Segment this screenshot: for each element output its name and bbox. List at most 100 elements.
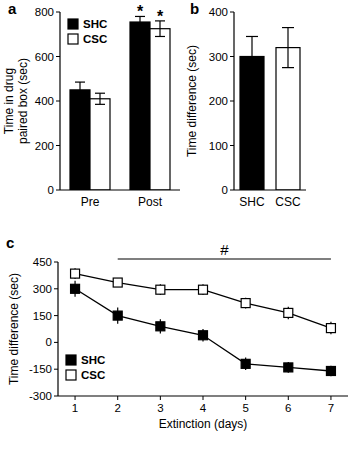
y-tick <box>56 12 60 13</box>
error-cap <box>95 93 105 94</box>
y-tick <box>54 262 58 263</box>
figure: PrePost0200400600800Time in drugpaired b… <box>0 0 361 458</box>
y-axis-label-line: Time difference (sec) <box>7 273 21 385</box>
y-axis-label: Time difference (sec) <box>185 45 199 157</box>
bar <box>70 90 90 190</box>
plot-area <box>71 268 336 376</box>
marker <box>156 322 165 331</box>
legend-swatch <box>66 355 76 365</box>
x-tick-label: 6 <box>285 402 291 414</box>
y-axis-label: Time difference (sec) <box>7 273 21 385</box>
x-tick-label: 5 <box>242 402 248 414</box>
error-bar <box>251 36 252 76</box>
y-tick-label: 150 <box>33 310 52 322</box>
error-cap <box>95 104 105 105</box>
y-tick-label: 0 <box>222 184 228 196</box>
error-cap <box>282 67 294 68</box>
error-cap <box>246 76 258 77</box>
x-tick-label: Pre <box>81 195 100 209</box>
y-tick <box>230 56 234 57</box>
y-tick <box>54 315 58 316</box>
y-axis <box>57 262 58 396</box>
plot-area <box>70 16 170 190</box>
bar <box>150 29 170 190</box>
y-axis-label: Time in drugpaired box (sec) <box>2 58 30 144</box>
marker <box>241 299 250 308</box>
y-tick-label: -150 <box>29 363 52 375</box>
y-tick-label: -300 <box>29 390 52 402</box>
y-axis-label-line: Time in drug <box>2 68 16 134</box>
y-tick-label: 200 <box>209 95 228 107</box>
error-cap <box>75 81 85 82</box>
y-tick <box>230 101 234 102</box>
error-cap <box>135 27 145 28</box>
marker <box>156 285 165 294</box>
error-cap <box>155 36 165 37</box>
y-axis-label-line: Time difference (sec) <box>185 45 199 157</box>
y-tick <box>54 288 58 289</box>
error-bar <box>79 82 80 98</box>
y-tick-label: 600 <box>35 51 54 63</box>
plot-area <box>240 28 300 190</box>
legend-swatch <box>68 34 78 44</box>
y-tick <box>56 101 60 102</box>
marker <box>71 269 80 278</box>
y-tick <box>56 56 60 57</box>
x-axis <box>60 189 180 190</box>
y-tick <box>56 190 60 191</box>
x-tick <box>117 396 118 400</box>
legend-swatch <box>68 19 78 29</box>
x-tick-label: 4 <box>200 402 207 414</box>
x-tick-label: 1 <box>72 402 78 414</box>
marker <box>113 278 122 287</box>
x-tick <box>160 396 161 400</box>
y-tick <box>56 145 60 146</box>
panel-label: b <box>190 0 199 17</box>
y-tick-label: 0 <box>48 184 54 196</box>
marker <box>199 285 208 294</box>
error-bar <box>99 93 100 104</box>
y-tick-label: 400 <box>35 95 54 107</box>
marker <box>71 284 80 293</box>
x-tick <box>75 396 76 400</box>
marker <box>326 324 335 333</box>
x-tick-label: CSC <box>275 195 301 209</box>
y-tick-label: 0 <box>46 336 52 348</box>
marker <box>241 359 250 368</box>
marker <box>284 308 293 317</box>
bar <box>130 22 150 190</box>
annotation-line <box>118 258 331 259</box>
y-tick <box>54 342 58 343</box>
x-tick <box>330 396 331 400</box>
legend-label: SHC <box>81 354 105 366</box>
y-tick <box>230 12 234 13</box>
panel-label: a <box>8 0 17 17</box>
y-tick <box>54 369 58 370</box>
legend-swatch <box>66 370 76 380</box>
y-tick-label: 450 <box>33 256 52 268</box>
bar <box>90 99 110 190</box>
y-tick-label: 200 <box>35 140 54 152</box>
significance-marker: * <box>137 3 144 20</box>
marker <box>326 366 335 375</box>
significance-marker: * <box>157 8 164 25</box>
x-tick-label: SHC <box>239 195 265 209</box>
y-tick <box>230 145 234 146</box>
y-tick-label: 100 <box>209 140 228 152</box>
x-tick-label: 3 <box>157 402 163 414</box>
x-axis <box>234 189 306 190</box>
x-tick-label: 2 <box>115 402 121 414</box>
y-tick-label: 800 <box>35 6 54 18</box>
x-tick-label: 7 <box>328 402 334 414</box>
bar <box>240 57 264 191</box>
error-cap <box>282 27 294 28</box>
legend-label: CSC <box>83 33 107 45</box>
y-tick-label: 300 <box>209 51 228 63</box>
marker <box>113 311 122 320</box>
series-line <box>75 274 331 328</box>
series-line <box>75 289 331 371</box>
y-tick-label: 300 <box>33 283 52 295</box>
legend-label: SHC <box>83 18 107 30</box>
y-tick-label: 400 <box>209 6 228 18</box>
x-tick <box>203 396 204 400</box>
